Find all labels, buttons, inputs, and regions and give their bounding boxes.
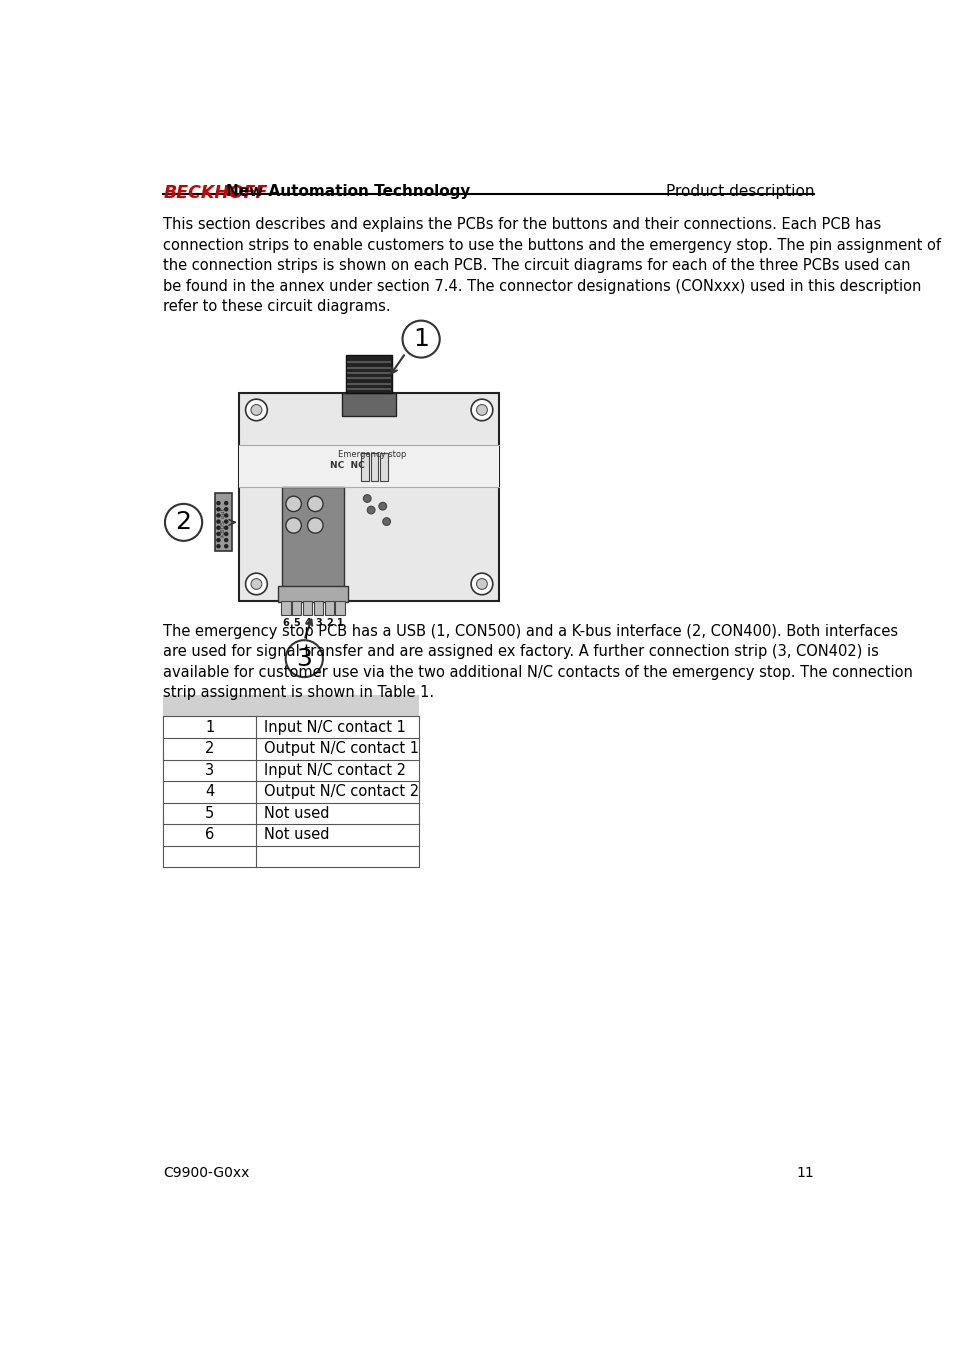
Circle shape: [224, 539, 228, 541]
Bar: [239, 446, 498, 487]
Bar: [303, 601, 312, 614]
Circle shape: [245, 400, 267, 421]
Circle shape: [307, 497, 323, 512]
Circle shape: [216, 502, 220, 505]
Text: Emergency stop: Emergency stop: [337, 450, 406, 459]
Bar: [239, 393, 498, 601]
Circle shape: [224, 526, 228, 529]
Circle shape: [216, 532, 220, 536]
Bar: [214, 493, 232, 551]
Text: Output N/C contact 1: Output N/C contact 1: [264, 741, 418, 756]
Text: 5: 5: [293, 618, 300, 628]
Text: 3: 3: [314, 618, 321, 628]
Circle shape: [307, 518, 323, 533]
Text: Input N/C contact 1: Input N/C contact 1: [264, 720, 406, 734]
Circle shape: [224, 544, 228, 548]
Circle shape: [216, 544, 220, 548]
Circle shape: [224, 532, 228, 536]
Bar: [278, 586, 348, 602]
Circle shape: [224, 514, 228, 517]
Circle shape: [471, 400, 493, 421]
Circle shape: [165, 504, 202, 541]
Text: NC  NC: NC NC: [330, 460, 365, 470]
Circle shape: [245, 574, 267, 595]
Text: 2: 2: [205, 741, 214, 756]
Text: 1: 1: [413, 327, 429, 351]
Text: 1: 1: [336, 618, 343, 628]
Bar: [281, 601, 291, 614]
Circle shape: [286, 497, 301, 512]
Circle shape: [224, 508, 228, 510]
Bar: [292, 601, 301, 614]
Text: New Automation Technology: New Automation Technology: [226, 184, 470, 198]
Text: This section describes and explains the PCBs for the buttons and their connectio: This section describes and explains the …: [163, 217, 941, 315]
Bar: [346, 355, 392, 393]
Text: 3: 3: [296, 647, 312, 671]
Circle shape: [402, 320, 439, 358]
Text: 1: 1: [205, 720, 214, 734]
Text: 5: 5: [205, 806, 214, 821]
Text: 3: 3: [205, 763, 214, 778]
Circle shape: [285, 640, 322, 678]
Circle shape: [216, 508, 220, 510]
Circle shape: [367, 506, 375, 514]
Circle shape: [224, 502, 228, 505]
Circle shape: [471, 574, 493, 595]
Bar: [282, 487, 344, 593]
Text: 4: 4: [304, 618, 311, 628]
Circle shape: [224, 520, 228, 524]
Bar: [335, 601, 344, 614]
Text: Product description: Product description: [665, 184, 814, 198]
Circle shape: [363, 494, 371, 502]
Bar: [370, 454, 378, 481]
Text: 4: 4: [205, 784, 214, 799]
Text: Output N/C contact 2: Output N/C contact 2: [264, 784, 419, 799]
Circle shape: [476, 405, 487, 416]
Circle shape: [216, 539, 220, 541]
Circle shape: [216, 514, 220, 517]
Circle shape: [216, 520, 220, 524]
Circle shape: [216, 526, 220, 529]
Text: 2: 2: [326, 618, 333, 628]
Text: 11: 11: [796, 1166, 814, 1180]
Text: KBUS out: KBUS out: [220, 508, 225, 536]
Text: BECKHOFF: BECKHOFF: [163, 184, 268, 201]
Text: 6: 6: [205, 828, 214, 842]
Text: Not used: Not used: [264, 828, 330, 842]
Circle shape: [382, 518, 390, 525]
Bar: [342, 393, 395, 416]
Text: C9900-G0xx: C9900-G0xx: [163, 1166, 250, 1180]
Bar: [379, 454, 387, 481]
Bar: [361, 454, 369, 481]
Bar: [163, 695, 418, 717]
Text: 2: 2: [175, 510, 192, 535]
Bar: [324, 601, 334, 614]
Circle shape: [251, 405, 261, 416]
Text: Not used: Not used: [264, 806, 330, 821]
Circle shape: [476, 579, 487, 590]
Text: The emergency stop PCB has a USB (1, CON500) and a K-bus interface (2, CON400). : The emergency stop PCB has a USB (1, CON…: [163, 624, 912, 701]
Text: 6: 6: [282, 618, 289, 628]
Bar: [314, 601, 323, 614]
Circle shape: [251, 579, 261, 590]
Circle shape: [378, 502, 386, 510]
Circle shape: [286, 518, 301, 533]
Text: Input N/C contact 2: Input N/C contact 2: [264, 763, 406, 778]
